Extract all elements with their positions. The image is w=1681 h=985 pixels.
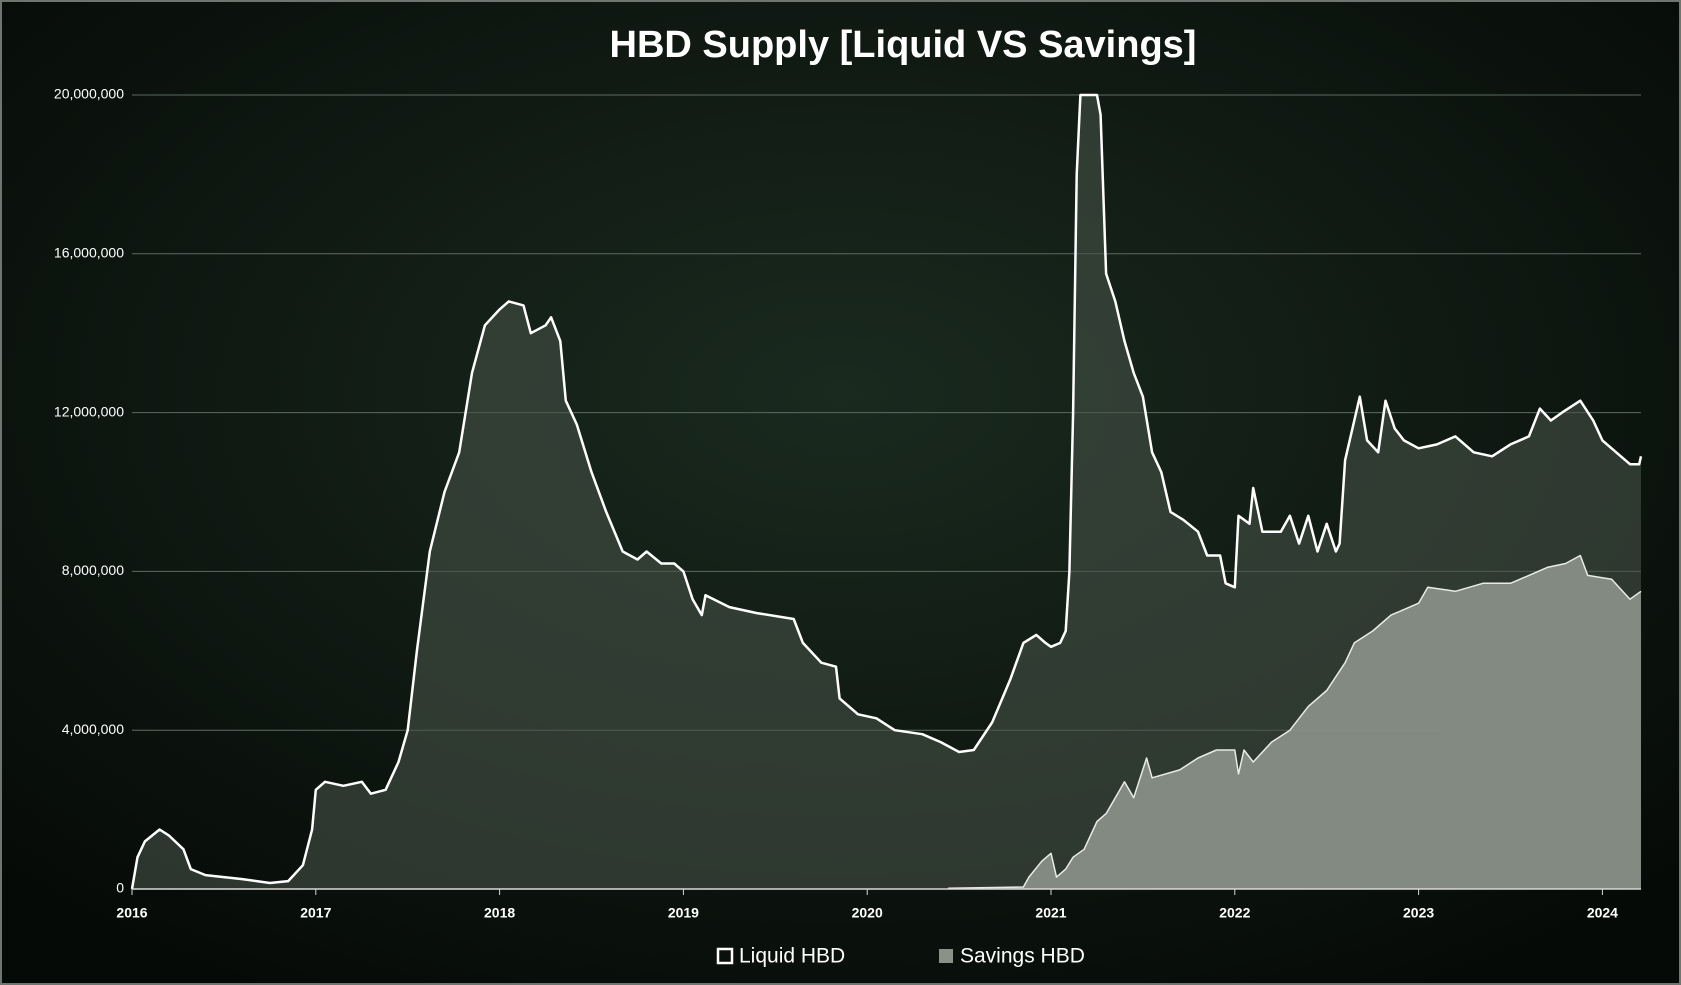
- y-tick-label: 12,000,000: [54, 403, 124, 419]
- chart-title: HBD Supply [Liquid VS Savings]: [610, 24, 1197, 66]
- area: [132, 95, 1641, 889]
- line: [130, 93, 1643, 890]
- x-tick-label: 2020: [852, 905, 883, 921]
- area: [948, 555, 1641, 889]
- x-tick-label: 2024: [1587, 905, 1618, 921]
- x-tick-label: 2017: [300, 905, 331, 921]
- legend: Liquid HBD Savings HBD: [716, 945, 1085, 968]
- y-tick-label: 16,000,000: [54, 245, 124, 261]
- legend-label: Liquid HBD: [739, 945, 845, 968]
- legend-label: Savings HBD: [960, 945, 1085, 968]
- y-tick-label: 20,000,000: [54, 86, 124, 102]
- x-tick-label: 2022: [1219, 905, 1250, 921]
- x-tick-label: 2018: [484, 905, 515, 921]
- y-tick-label: 4,000,000: [62, 721, 124, 737]
- y-tick-label: 8,000,000: [62, 562, 124, 578]
- x-tick-label: 2023: [1403, 905, 1434, 921]
- line: [948, 554, 1642, 889]
- legend-swatch: [939, 949, 953, 963]
- y-tick-label: 0: [116, 880, 124, 896]
- x-tick-label: 2016: [116, 905, 147, 921]
- legend-item: Liquid HBD: [716, 945, 845, 968]
- x-tick-label: 2019: [668, 905, 699, 921]
- legend-swatch: [716, 947, 734, 965]
- x-tick-label: 2021: [1035, 905, 1066, 921]
- legend-item: Savings HBD: [939, 945, 1085, 968]
